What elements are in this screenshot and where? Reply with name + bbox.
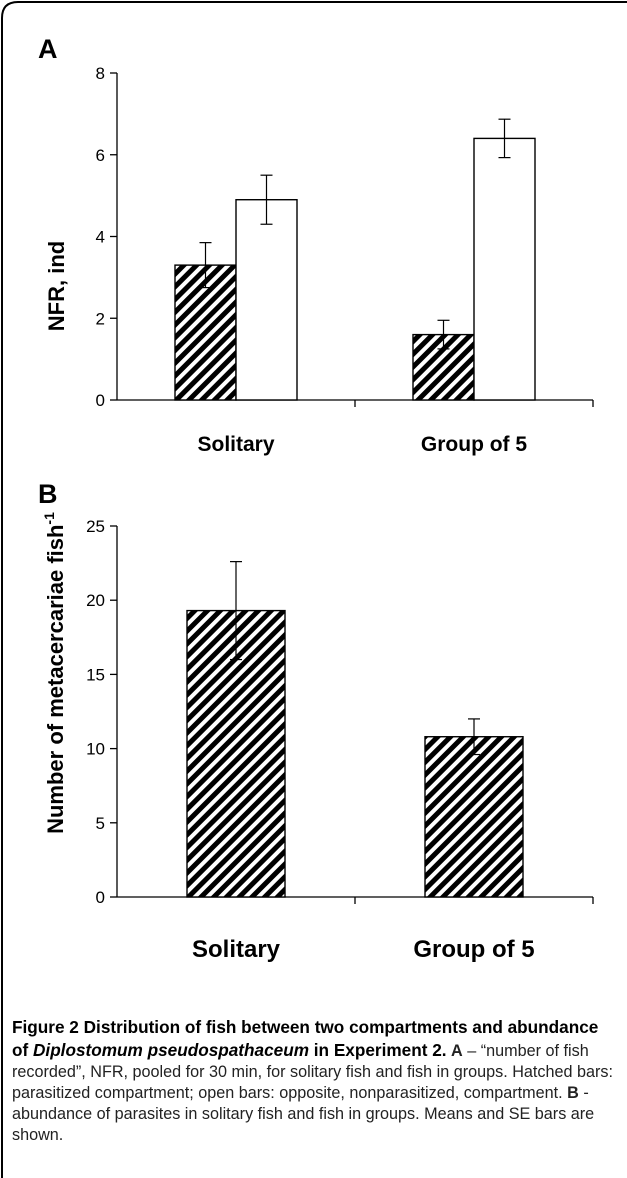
panel-a-y-tick-label: 6 (96, 146, 105, 165)
panel-a-label: A (38, 34, 58, 64)
caption-panel-b-text: - abundance of parasites in solitary fis… (12, 1084, 595, 1144)
panel-a-y-tick-label: 8 (96, 64, 105, 83)
panel-a-y-axis-title: NFR, ind (44, 241, 69, 331)
panel-b-y-axis-title-superscript: -1 (41, 512, 57, 525)
panel-b-bar-hatched (424, 736, 524, 898)
panel-a-chart: A NFR, ind 0 2 4 6 8 Solitary Group of 5 (38, 34, 594, 456)
caption-figure-label: Figure 2 (12, 1017, 79, 1037)
panel-a-category-label: Solitary (197, 433, 274, 456)
caption-title-part1: Distribution of fish between two compart… (12, 1017, 599, 1060)
panel-b-y-tick-label: 0 (96, 888, 105, 907)
caption-panel-a-label: A (451, 1042, 463, 1060)
panel-b-bars (186, 561, 524, 898)
panel-b-axes: 0 5 10 15 20 25 Solitary Group of 5 (86, 517, 594, 963)
panel-b-y-tick-label: 10 (86, 740, 105, 759)
panel-b-y-tick-label: 15 (86, 665, 105, 684)
panel-a-y-tick-label: 0 (96, 391, 105, 410)
panel-a-bar-open (235, 199, 298, 401)
panel-b-y-axis-title: Number of metacercariae fish-1 (41, 512, 68, 834)
panel-b-label: B (38, 479, 58, 509)
panel-b-y-axis-title-main: Number of metacercariae fish (43, 525, 68, 834)
panel-b-category-label: Solitary (192, 936, 281, 963)
caption-title-species: Diplostomum pseudospathaceum (33, 1040, 309, 1060)
caption-panel-b-label: B (567, 1084, 579, 1102)
panel-b-chart: B Number of metacercariae fish-1 0 5 10 15 2… (38, 479, 594, 963)
panel-a-y-tick-label: 4 (96, 228, 105, 247)
panel-b-category-label: Group of 5 (413, 936, 534, 963)
panel-b-y-tick-label: 20 (86, 591, 105, 610)
panel-a-category-label: Group of 5 (421, 433, 527, 456)
panel-b-y-tick-label: 25 (86, 517, 105, 536)
panel-a-y-tick-label: 2 (96, 309, 105, 328)
caption-title-part2: in Experiment 2. (309, 1040, 447, 1060)
panel-a-bar-open (473, 137, 536, 401)
panel-b-y-tick-label: 5 (96, 814, 105, 833)
caption-panel-a-text: – “number of fish recorded”, NFR, pooled… (12, 1042, 614, 1102)
panel-a-bars (174, 118, 536, 401)
figure-caption: Figure 2 Distribution of fish between tw… (12, 1016, 618, 1146)
